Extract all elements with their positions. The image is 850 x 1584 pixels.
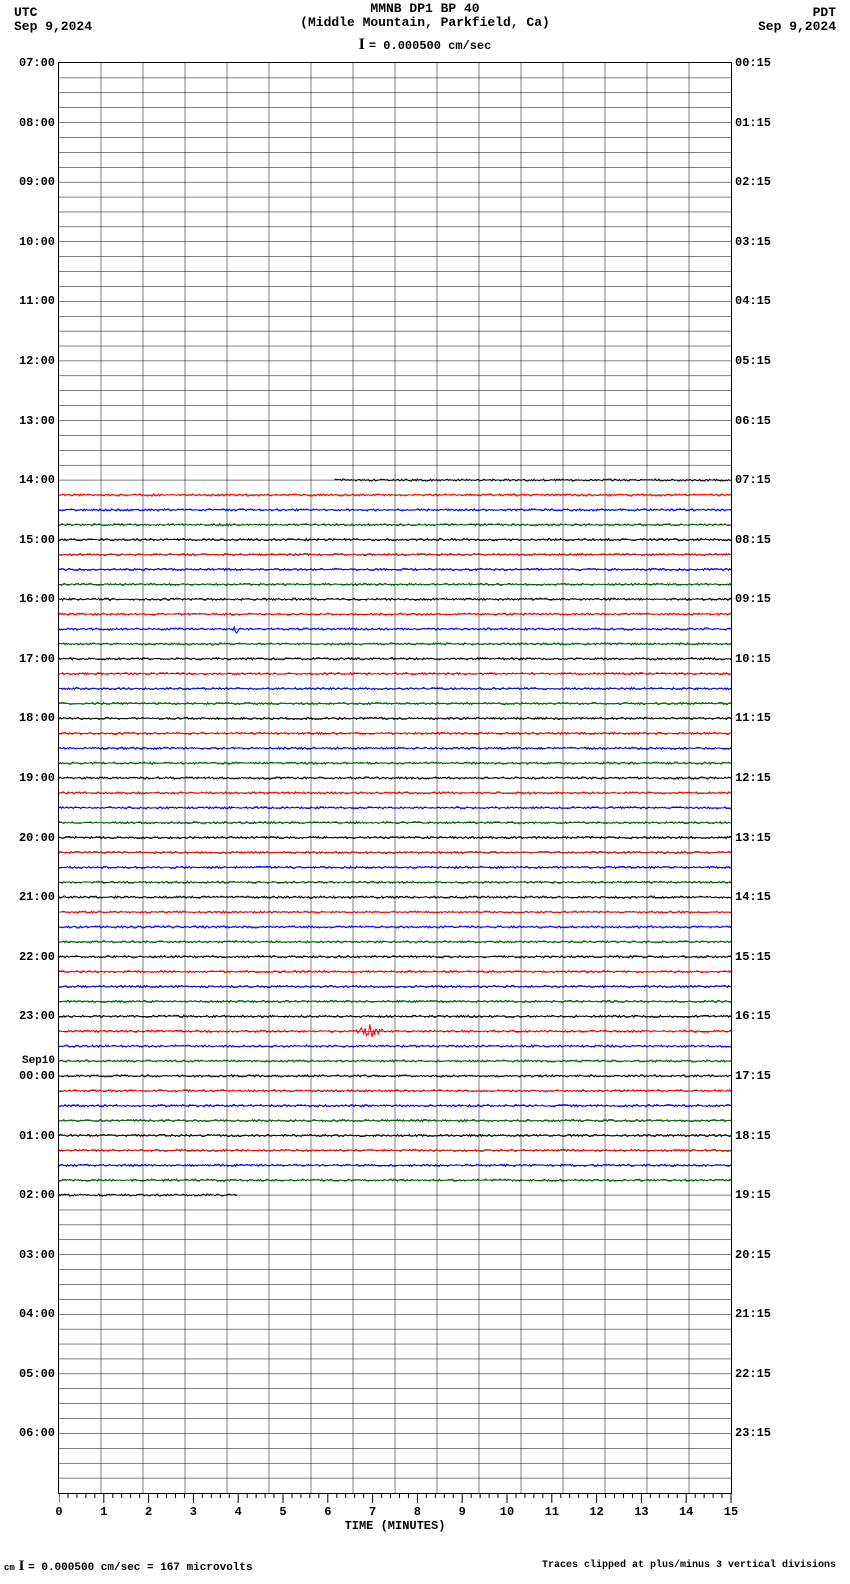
time-label-utc: 11:00 (19, 294, 55, 308)
time-label-pdt: 11:15 (735, 711, 771, 725)
x-tick-label: 10 (500, 1505, 514, 1519)
time-label-pdt: 13:15 (735, 831, 771, 845)
time-label-pdt: 22:15 (735, 1367, 771, 1381)
time-label-utc: 17:00 (19, 652, 55, 666)
time-label-pdt: 21:15 (735, 1307, 771, 1321)
x-tick-label: 15 (724, 1505, 738, 1519)
time-label-pdt: 23:15 (735, 1426, 771, 1440)
x-tick-label: 4 (235, 1505, 242, 1519)
x-tick-label: 7 (369, 1505, 376, 1519)
time-label-pdt: 04:15 (735, 294, 771, 308)
time-label-pdt: 12:15 (735, 771, 771, 785)
x-tick-label: 1 (100, 1505, 107, 1519)
date-right: Sep 9,2024 (758, 20, 836, 34)
time-label-utc: 02:00 (19, 1188, 55, 1202)
time-label-pdt: 07:15 (735, 473, 771, 487)
x-tick-label: 3 (190, 1505, 197, 1519)
time-label-utc: 22:00 (19, 950, 55, 964)
time-label-utc: 21:00 (19, 890, 55, 904)
header-center: MMNB DP1 BP 40 (Middle Mountain, Parkfie… (0, 2, 850, 30)
x-tick-label: 13 (634, 1505, 648, 1519)
footer-left: cm I = 0.000500 cm/sec = 167 microvolts (4, 1558, 253, 1575)
time-label-pdt: 10:15 (735, 652, 771, 666)
tz-right: PDT (758, 6, 836, 20)
scale-indicator: I = 0.000500 cm/sec (0, 36, 850, 54)
time-label-pdt: 18:15 (735, 1129, 771, 1143)
time-label-utc: 09:00 (19, 175, 55, 189)
scale-text: = 0.000500 cm/sec (369, 39, 491, 53)
time-label-utc: 06:00 (19, 1426, 55, 1440)
time-label-utc: 04:00 (19, 1307, 55, 1321)
time-label-utc: 10:00 (19, 235, 55, 249)
time-label-utc: 18:00 (19, 711, 55, 725)
time-label-pdt: 03:15 (735, 235, 771, 249)
time-label-pdt: 14:15 (735, 890, 771, 904)
x-tick-label: 0 (55, 1505, 62, 1519)
header-right: PDT Sep 9,2024 (758, 6, 836, 34)
footer-right: Traces clipped at plus/minus 3 vertical … (542, 1560, 836, 1571)
time-label-pdt: 09:15 (735, 592, 771, 606)
x-tick-label: 9 (459, 1505, 466, 1519)
x-tick-label: 2 (145, 1505, 152, 1519)
time-label-utc: 05:00 (19, 1367, 55, 1381)
x-tick-label: 11 (545, 1505, 559, 1519)
time-label-utc: 01:00 (19, 1129, 55, 1143)
time-label-pdt: 15:15 (735, 950, 771, 964)
x-tick-label: 8 (414, 1505, 421, 1519)
time-label-pdt: 20:15 (735, 1248, 771, 1262)
time-label-pdt: 05:15 (735, 354, 771, 368)
seismogram-container: UTC Sep 9,2024 MMNB DP1 BP 40 (Middle Mo… (0, 0, 850, 1584)
time-label-pdt: 02:15 (735, 175, 771, 189)
title-1: MMNB DP1 BP 40 (0, 2, 850, 16)
time-label-utc: 15:00 (19, 533, 55, 547)
x-tick-label: 12 (589, 1505, 603, 1519)
time-label-pdt: 19:15 (735, 1188, 771, 1202)
time-label-utc: 03:00 (19, 1248, 55, 1262)
time-label-utc: 07:00 (19, 56, 55, 70)
x-axis-label: TIME (MINUTES) (59, 1519, 731, 1533)
helicorder-plot: 07:0008:0009:0010:0011:0012:0013:0014:00… (58, 62, 732, 1494)
time-label-utc: 12:00 (19, 354, 55, 368)
time-label-pdt: 08:15 (735, 533, 771, 547)
time-label-pdt: 17:15 (735, 1069, 771, 1083)
time-label-utc: 14:00 (19, 473, 55, 487)
time-label-utc: 16:00 (19, 592, 55, 606)
time-label-utc: 08:00 (19, 116, 55, 130)
title-2: (Middle Mountain, Parkfield, Ca) (0, 16, 850, 30)
x-tick-label: 14 (679, 1505, 693, 1519)
time-label-utc: 23:00 (19, 1009, 55, 1023)
time-label-pdt: 01:15 (735, 116, 771, 130)
time-label-utc: 00:00 (19, 1069, 55, 1083)
time-label-utc: 20:00 (19, 831, 55, 845)
x-tick-label: 5 (279, 1505, 286, 1519)
time-label-utc: 13:00 (19, 414, 55, 428)
date-marker: Sep10 (22, 1055, 55, 1067)
seismogram-svg (59, 63, 731, 1493)
x-tick-label: 6 (324, 1505, 331, 1519)
time-label-utc: 19:00 (19, 771, 55, 785)
footer-left-text: = 0.000500 cm/sec = 167 microvolts (28, 1562, 252, 1574)
time-label-pdt: 06:15 (735, 414, 771, 428)
time-label-pdt: 16:15 (735, 1009, 771, 1023)
time-label-pdt: 00:15 (735, 56, 771, 70)
